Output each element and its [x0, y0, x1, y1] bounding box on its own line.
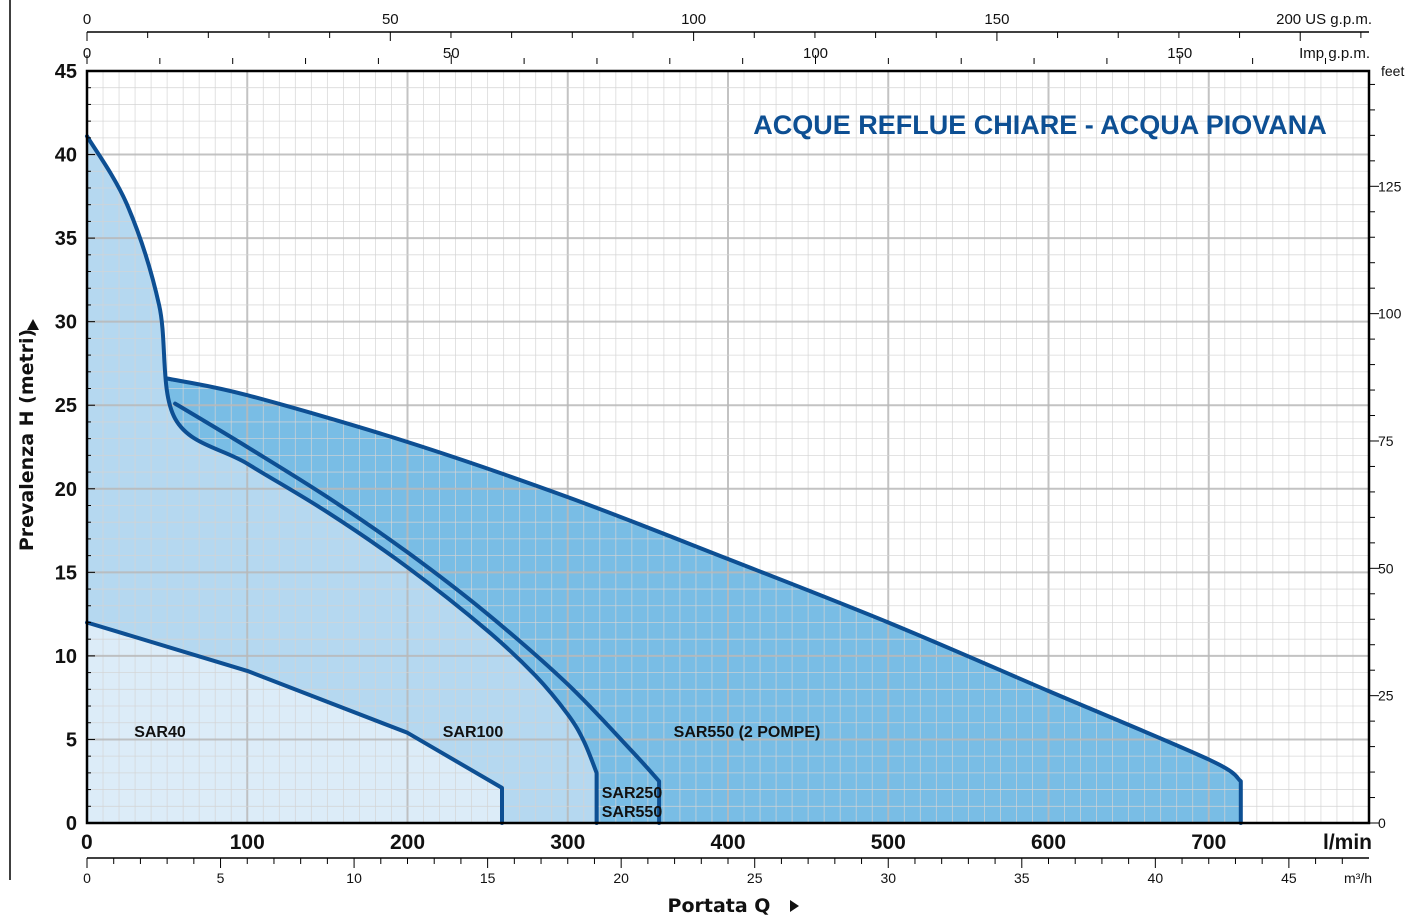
- m3h-tick-label: 10: [346, 870, 362, 886]
- area-sar100: [87, 136, 597, 823]
- m3h-tick-label: 20: [613, 870, 629, 886]
- m3h-tick-label: 15: [480, 870, 496, 886]
- y-axis-arrow-icon: [27, 319, 39, 330]
- m3h-tick-label: 5: [217, 870, 225, 886]
- us-gpm-unit-label: 200 US g.p.m.: [1276, 11, 1372, 28]
- series-label-sar250: SAR250: [602, 785, 663, 802]
- feet-tick-label: 50: [1378, 560, 1394, 576]
- y-tick-label: 20: [55, 479, 77, 501]
- us-gpm-tick-label: 150: [984, 11, 1009, 28]
- y-tick-label: 0: [66, 813, 77, 835]
- plot-frame: [85, 69, 1371, 825]
- us-gpm-tick-label: 0: [83, 11, 91, 28]
- imp-gpm-tick-label: 150: [1167, 45, 1192, 62]
- y-tick-label: 35: [55, 228, 77, 250]
- x-tick-label: 0: [81, 831, 93, 854]
- imp-gpm-tick-label: 50: [443, 45, 460, 62]
- x-tick-label: 500: [871, 831, 906, 854]
- feet-unit-label: feet: [1381, 63, 1404, 79]
- x-tick-label: 600: [1031, 831, 1066, 854]
- imp-gpm-tick-label: 0: [83, 45, 91, 62]
- feet-tick-label: 100: [1378, 306, 1402, 322]
- curve-sar40: [85, 620, 504, 825]
- series-label-sar550: SAR550: [602, 804, 663, 821]
- m3h-tick-label: 40: [1148, 870, 1164, 886]
- y-tick-label: 30: [55, 312, 77, 334]
- chart-title: ACQUE REFLUE CHIARE - ACQUA PIOVANA: [753, 110, 1327, 140]
- m3h-tick-label: 0: [83, 870, 91, 886]
- x-tick-label: 200: [390, 831, 425, 854]
- series-label-sar550-2pompe: SAR550 (2 POMPE): [674, 724, 821, 741]
- us-gpm-tick-label: 100: [681, 11, 706, 28]
- x-axis-title: Portata Q: [668, 895, 771, 917]
- m3h-tick-label: 45: [1281, 870, 1297, 886]
- y-tick-label: 25: [55, 395, 77, 417]
- curve-sar100: [85, 134, 599, 825]
- y-tick-label: 15: [55, 562, 77, 584]
- x-tick-label: 100: [230, 831, 265, 854]
- feet-tick-label: 0: [1378, 815, 1386, 831]
- x-unit-label: l/min: [1323, 831, 1372, 854]
- y-tick-label: 45: [55, 61, 77, 83]
- curve-sar550-2pompe: [165, 376, 1243, 825]
- feet-tick-label: 125: [1378, 178, 1402, 194]
- imp-gpm-tick-label: 100: [803, 45, 828, 62]
- feet-tick-label: 75: [1378, 433, 1394, 449]
- y-tick-label: 40: [55, 145, 77, 167]
- m3h-tick-label: 35: [1014, 870, 1030, 886]
- m3h-unit-label: m³/h: [1344, 870, 1372, 886]
- y-tick-label: 5: [66, 729, 77, 751]
- x-tick-label: 700: [1191, 831, 1226, 854]
- x-tick-label: 400: [710, 831, 745, 854]
- curve-sar250: [173, 401, 662, 825]
- feet-tick-label: 25: [1378, 688, 1394, 704]
- y-axis-title: Prevalenza H (metri): [16, 329, 38, 551]
- imp-gpm-unit-label: Imp g.p.m.: [1299, 45, 1370, 62]
- m3h-tick-label: 25: [747, 870, 763, 886]
- x-axis-arrow-icon: [790, 900, 799, 912]
- x-tick-label: 300: [550, 831, 585, 854]
- series-label-sar40: SAR40: [134, 724, 186, 741]
- m3h-tick-label: 30: [880, 870, 896, 886]
- us-gpm-tick-label: 50: [382, 11, 399, 28]
- series-label-sar100: SAR100: [443, 724, 504, 741]
- y-tick-label: 10: [55, 646, 77, 668]
